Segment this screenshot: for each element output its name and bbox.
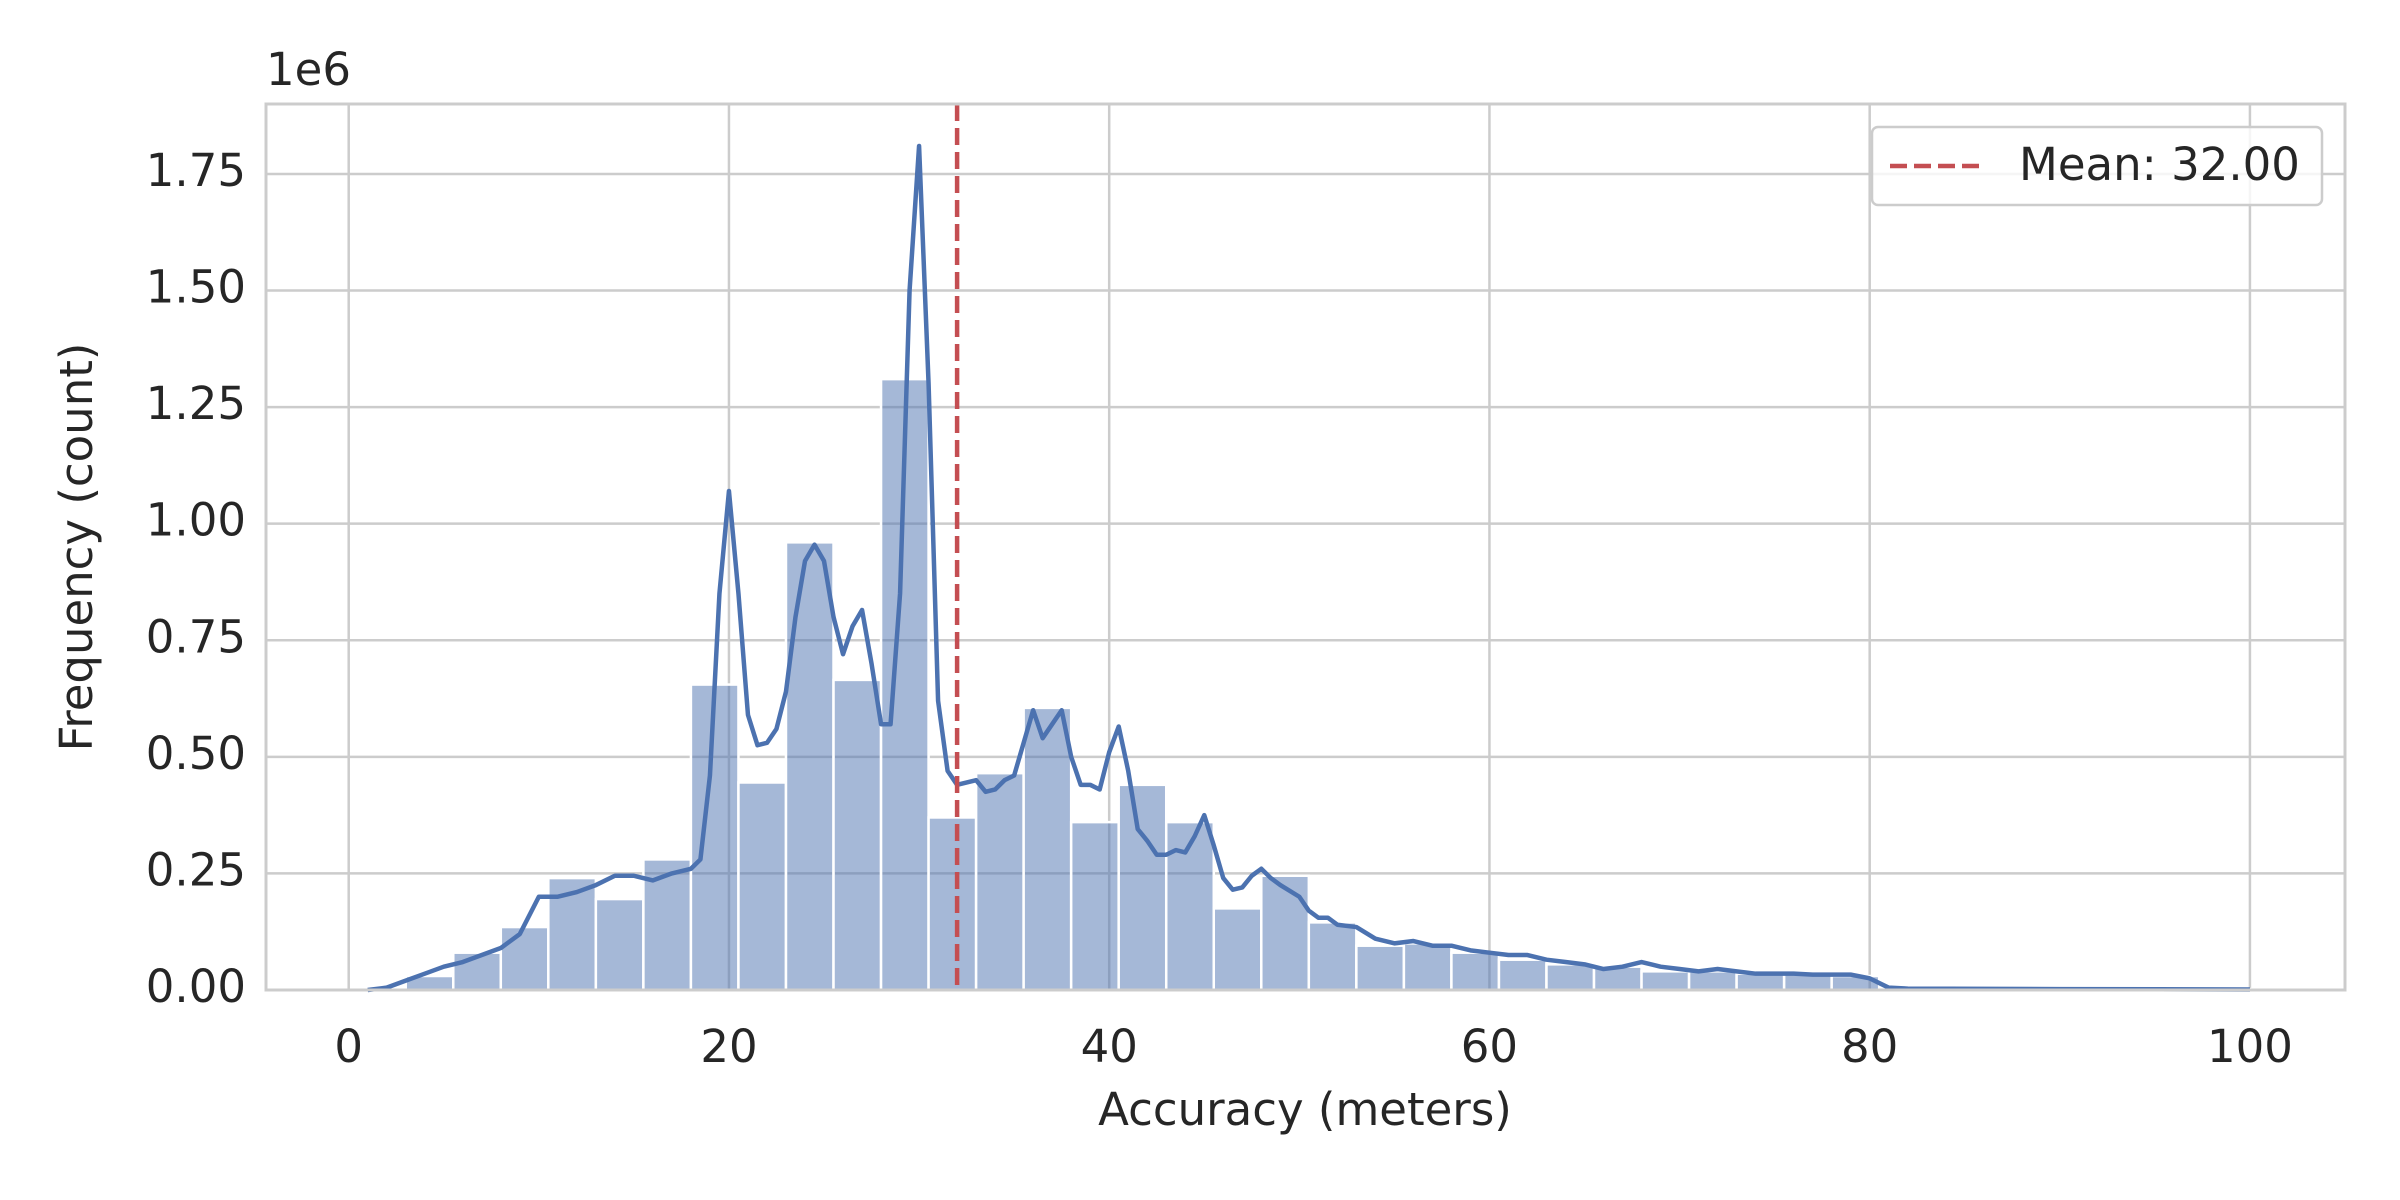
x-tick-label: 20	[700, 1020, 757, 1073]
y-tick-label: 0.25	[146, 843, 246, 896]
bar	[1545, 963, 1596, 992]
bar	[784, 541, 835, 992]
plot-frame	[264, 102, 2347, 992]
bar	[689, 683, 740, 992]
bar	[1355, 944, 1406, 992]
bar	[1069, 820, 1120, 992]
kde-line	[367, 143, 2250, 993]
y-tick-label: 0.75	[146, 610, 246, 663]
bar	[1402, 942, 1453, 992]
y-axis-label: Frequency (count)	[50, 343, 103, 752]
bar	[1735, 972, 1786, 992]
y-tick-label: 1.50	[146, 261, 246, 314]
y-tick-label: 1.00	[146, 494, 246, 547]
bar	[1687, 970, 1738, 992]
bar	[1450, 951, 1501, 992]
bar	[594, 897, 645, 992]
bar	[499, 925, 550, 992]
x-tick-label: 60	[1461, 1020, 1518, 1073]
labels: Accuracy (meters) Frequency (count) 1e6	[50, 43, 1512, 1136]
legend: Mean: 32.00	[1870, 125, 2324, 207]
y-tick-label: 1.25	[146, 377, 246, 430]
x-tick-label: 80	[1841, 1020, 1898, 1073]
legend-label: Mean: 32.00	[2019, 138, 2300, 191]
bar	[737, 781, 788, 992]
bar	[927, 816, 978, 992]
y-tick-label: 0.50	[146, 727, 246, 780]
bar	[1640, 970, 1691, 992]
bar	[1022, 706, 1073, 992]
x-axis-label: Accuracy (meters)	[1098, 1083, 1512, 1136]
bar	[1307, 921, 1358, 992]
x-tick-label: 100	[2207, 1020, 2293, 1073]
bar	[1117, 783, 1168, 992]
bar	[832, 678, 883, 992]
y-tick-label: 0.00	[146, 960, 246, 1013]
x-tick-label: 40	[1081, 1020, 1138, 1073]
legend-box	[1870, 125, 2324, 207]
bar	[1497, 958, 1548, 992]
y-offset-label: 1e6	[266, 43, 351, 96]
bar	[1212, 907, 1263, 992]
plot-area	[356, 104, 2261, 993]
x-tick-label: 0	[334, 1020, 363, 1073]
bar	[1260, 874, 1311, 992]
y-tick-label: 1.75	[146, 144, 246, 197]
bar	[974, 771, 1025, 992]
